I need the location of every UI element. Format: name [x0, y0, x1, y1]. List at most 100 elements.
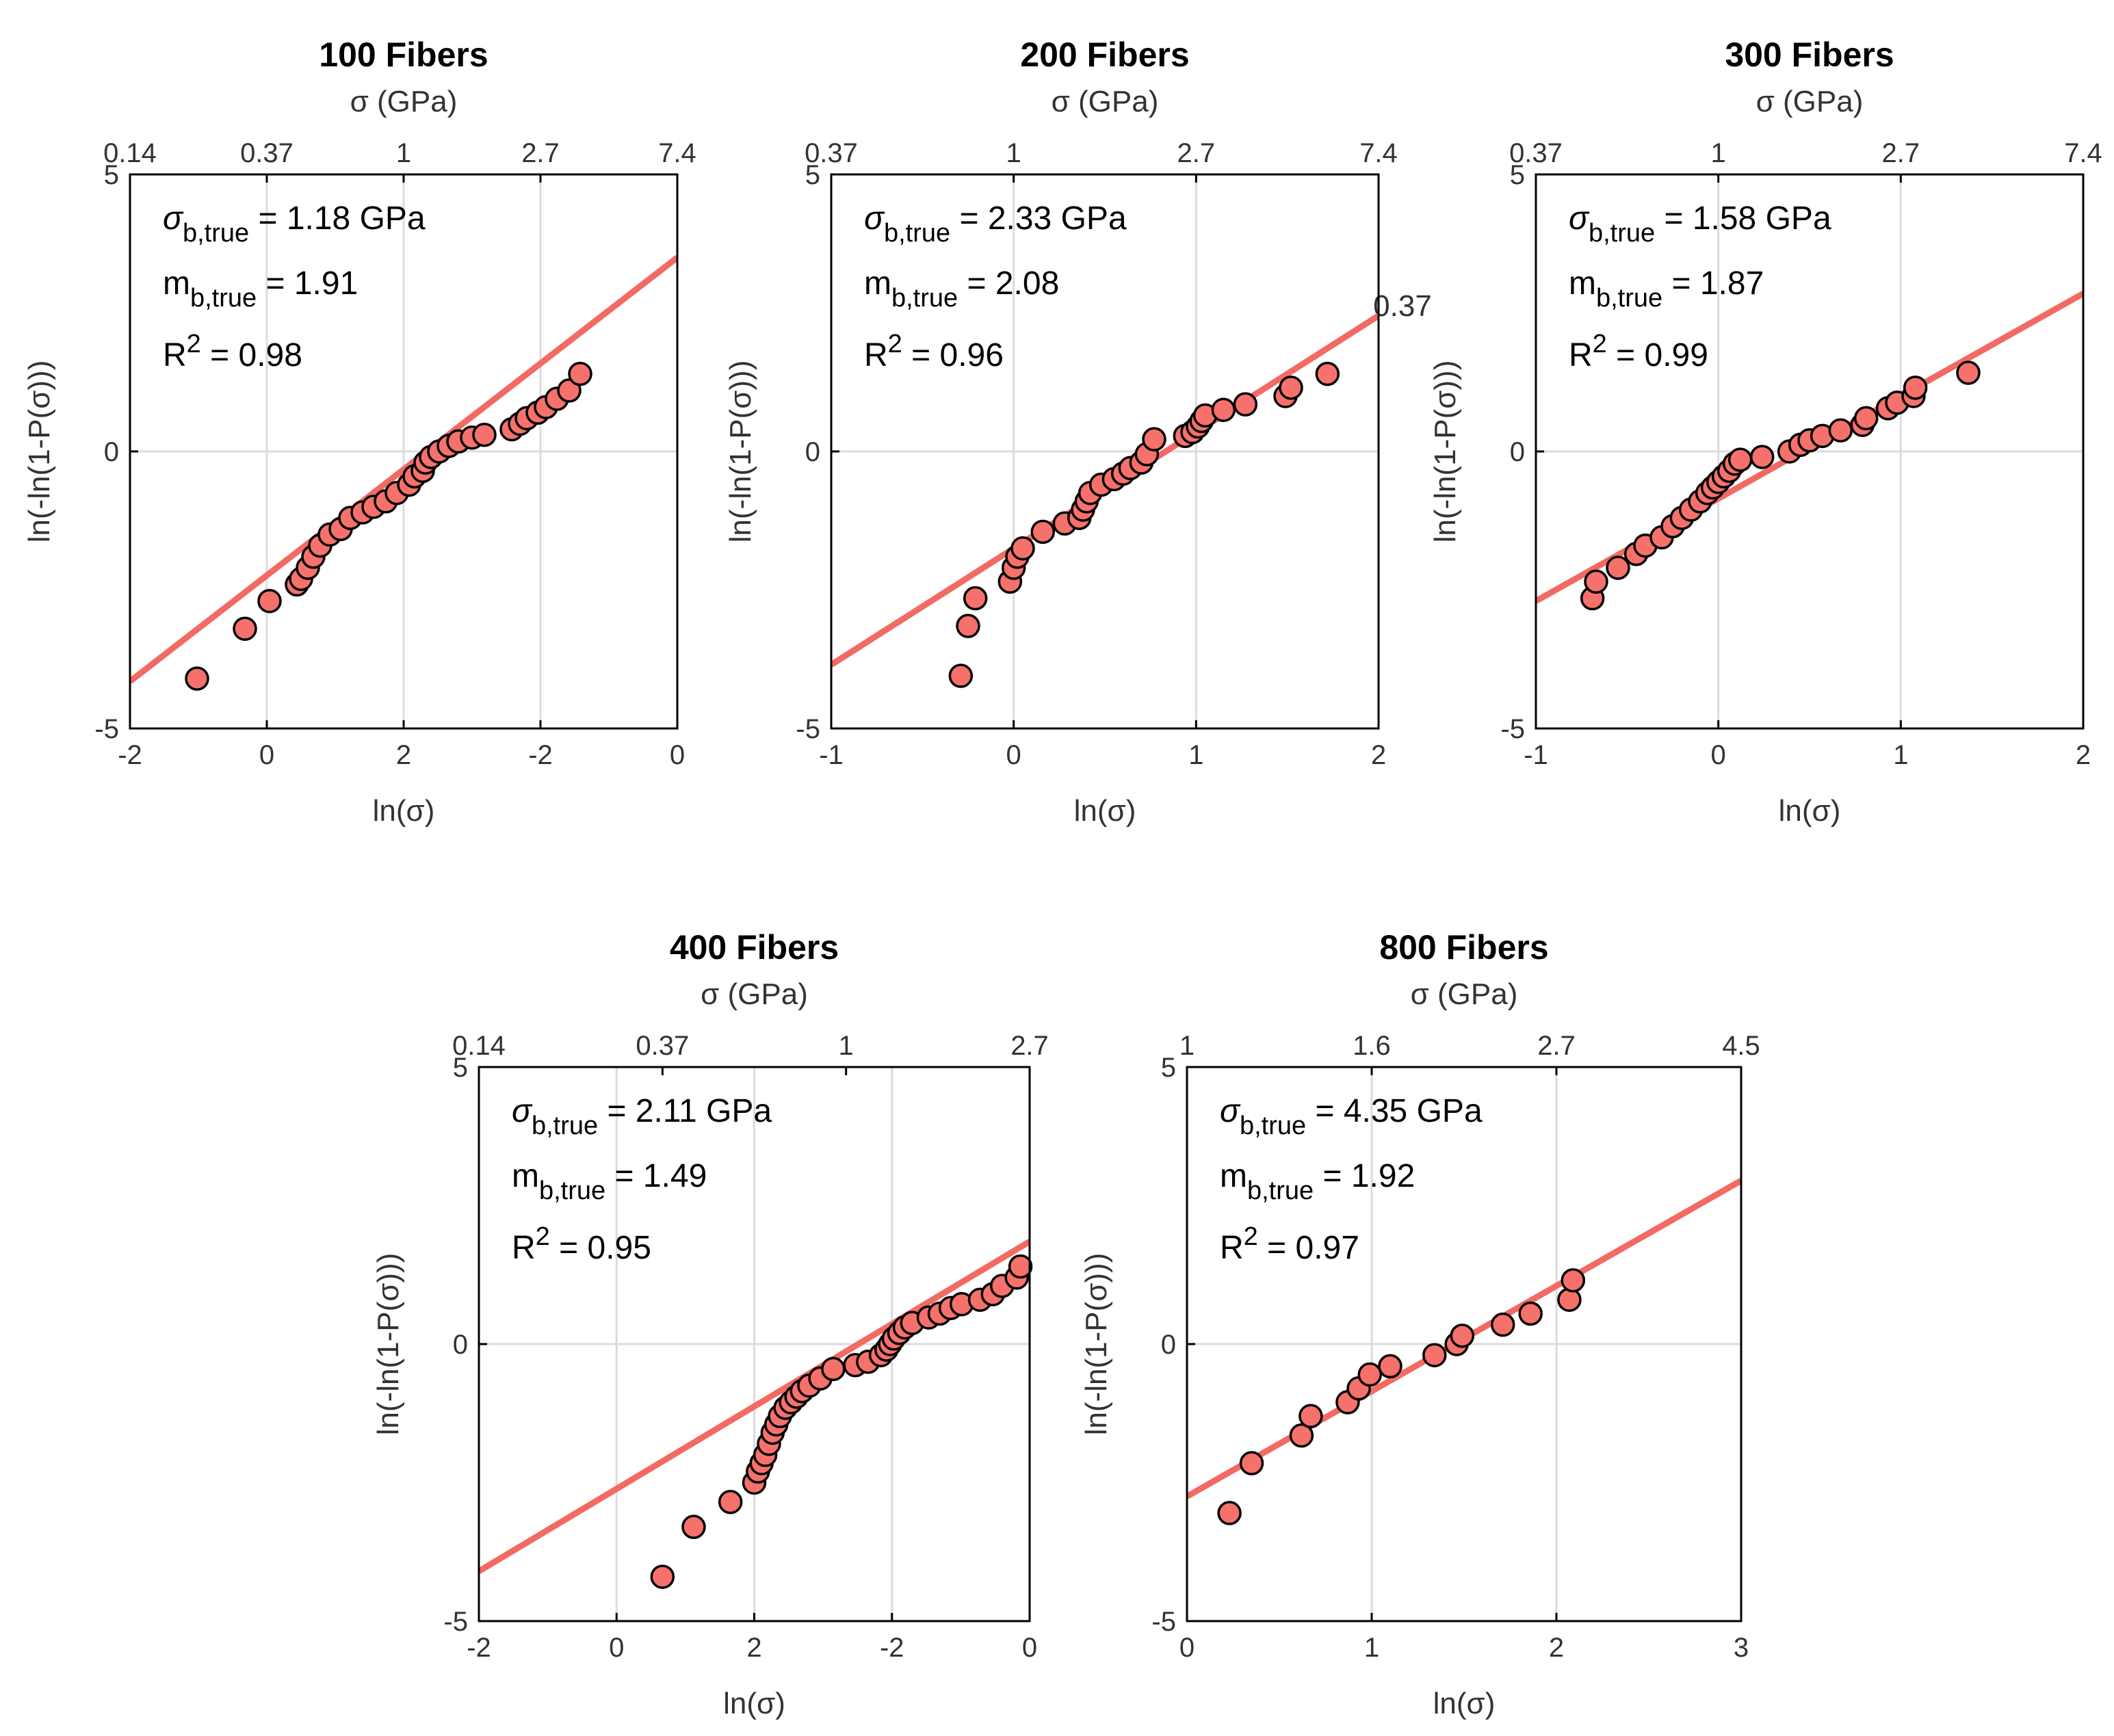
- data-point: [472, 422, 497, 447]
- x-axis-label: ln(σ): [1779, 794, 1841, 828]
- data-point: [1450, 1324, 1475, 1348]
- top-tick-label: 1: [1179, 1031, 1195, 1061]
- x-tick-label: 0: [670, 740, 685, 770]
- data-point: [1142, 427, 1166, 451]
- annotation-sigma: σb,true = 1.18 GPa: [163, 200, 426, 248]
- data-point: [1030, 519, 1056, 544]
- top-tick-label: 4.5: [1722, 1031, 1760, 1061]
- annotation-r2: R2 = 0.98: [163, 330, 302, 373]
- top-tick-label: 1.6: [1353, 1031, 1391, 1061]
- data-point: [1727, 447, 1753, 472]
- x-axis-label: ln(σ): [1433, 1687, 1496, 1720]
- data-point: [1956, 360, 1981, 385]
- chart-title: 300 Fibers: [1725, 36, 1894, 74]
- x-tick-label: 1: [1364, 1633, 1379, 1663]
- stray-tick-label: 0.37: [1373, 289, 1432, 323]
- data-point: [233, 616, 257, 641]
- x-tick-label: 0: [1022, 1633, 1037, 1663]
- data-point: [1853, 406, 1879, 431]
- top-tick-label: 0.37: [805, 138, 858, 168]
- top-tick-label: 2.7: [521, 138, 560, 168]
- y-tick-label: -5: [443, 1607, 468, 1637]
- x-tick-label: -2: [880, 1633, 904, 1663]
- x-tick-label: 0: [1711, 740, 1726, 770]
- x-axis-label: ln(σ): [373, 794, 435, 828]
- chart-title: 400 Fibers: [670, 928, 839, 966]
- top-tick-label: 1: [839, 1031, 854, 1061]
- x-tick-label: 3: [1734, 1633, 1749, 1663]
- top-axis-label: σ (GPa): [1411, 977, 1518, 1011]
- data-point: [185, 666, 209, 691]
- y-tick-label: 5: [1510, 160, 1525, 190]
- data-point: [1378, 1354, 1402, 1379]
- top-tick-label: 7.4: [658, 138, 696, 168]
- x-tick-label: 2: [746, 1633, 761, 1663]
- data-point: [557, 378, 582, 403]
- top-axis-label: σ (GPa): [350, 85, 458, 118]
- annotation-m: mb,true = 1.92: [1220, 1158, 1415, 1205]
- top-tick-label: 0.14: [103, 138, 157, 168]
- data-point: [1010, 536, 1035, 561]
- top-tick-label: 0.37: [1509, 138, 1563, 168]
- x-tick-label: 1: [1893, 740, 1908, 770]
- fit-line: [479, 1239, 1030, 1574]
- plot-frame: [1186, 1066, 1743, 1622]
- chart-panel: -2 0 2 -2 0 0.14 0.37 1 2.7 7.4 -5 0 5 100 Fibers σ (G…: [23, 36, 696, 828]
- data-point: [1233, 392, 1258, 417]
- y-tick-label: -5: [796, 714, 820, 744]
- chart-title: 800 Fibers: [1379, 928, 1548, 966]
- annotation-r2: R2 = 0.97: [1220, 1222, 1359, 1266]
- data-point: [681, 1514, 706, 1540]
- y-tick-label: 5: [1161, 1053, 1176, 1083]
- x-tick-label: 2: [2076, 740, 2091, 770]
- data-point: [1217, 1501, 1242, 1525]
- data-point: [821, 1356, 846, 1382]
- data-point: [963, 586, 988, 611]
- annotation-sigma: σb,true = 1.58 GPa: [1569, 200, 1831, 248]
- top-axis-label: σ (GPa): [1052, 85, 1159, 118]
- annotation-m: mb,true = 1.49: [512, 1158, 707, 1205]
- data-point: [1518, 1301, 1543, 1326]
- top-tick-label: 0.37: [240, 138, 293, 168]
- data-point: [1357, 1362, 1383, 1387]
- y-tick-label: -5: [1151, 1607, 1176, 1637]
- chart-panel: -1 0 1 2 0.37 1 2.7 7.4 -5 0 5 300 Fibers σ (GPa) ln(…: [1428, 36, 2102, 828]
- data-point: [1279, 376, 1303, 400]
- x-axis-label: ln(σ): [723, 1687, 785, 1720]
- x-tick-label: -2: [467, 1633, 491, 1663]
- data-point: [1490, 1312, 1515, 1337]
- data-point: [1211, 397, 1236, 422]
- data-point: [257, 588, 282, 614]
- top-tick-label: 1: [1006, 138, 1021, 168]
- data-point: [956, 614, 980, 638]
- y-tick-label: 0: [805, 437, 820, 467]
- top-tick-label: 1: [396, 138, 411, 168]
- x-tick-label: 0: [1006, 740, 1021, 770]
- y-axis-label: ln(-ln(1-P(σ))): [1080, 1253, 1113, 1436]
- chart-panel: -2 0 2 -2 0 0.14 0.37 1 2.7 -5 0 5 400 Fibers σ (GPa)…: [371, 928, 1049, 1720]
- top-tick-label: 7.4: [2064, 138, 2102, 168]
- x-tick-label: -2: [528, 740, 553, 770]
- x-tick-label: 1: [1188, 740, 1203, 770]
- chart-title: 100 Fibers: [319, 36, 488, 74]
- data-point: [1561, 1268, 1586, 1293]
- annotation-r2: R2 = 0.99: [1569, 330, 1708, 373]
- annotation-m: mb,true = 2.08: [864, 265, 1059, 313]
- x-tick-label: -2: [118, 740, 142, 770]
- data-point: [1828, 418, 1853, 443]
- data-point: [718, 1490, 743, 1514]
- top-tick-label: 0.37: [636, 1031, 689, 1061]
- x-tick-label: 0: [1179, 1633, 1195, 1663]
- data-point: [1903, 376, 1928, 400]
- plot-frame: [478, 1066, 1031, 1622]
- data-point: [948, 663, 974, 688]
- data-point: [1557, 1287, 1582, 1312]
- y-tick-label: 5: [453, 1053, 468, 1083]
- plot-frame: [1535, 173, 2085, 730]
- top-tick-label: 1: [1711, 138, 1726, 168]
- annotation-r2: R2 = 0.96: [864, 330, 1004, 373]
- data-point: [1008, 1254, 1033, 1279]
- data-point: [1289, 1423, 1314, 1448]
- top-tick-label: 7.4: [1359, 138, 1398, 168]
